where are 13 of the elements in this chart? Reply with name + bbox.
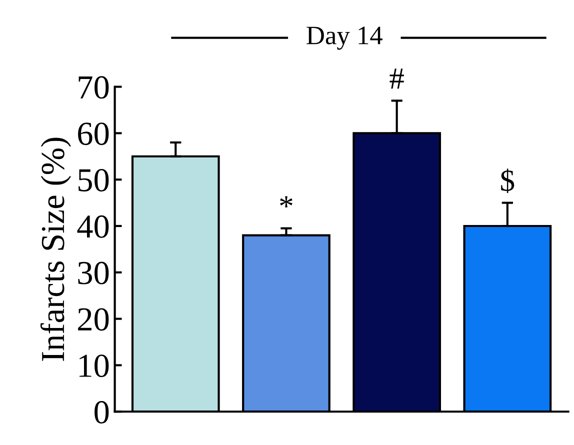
y-tick-label: 20 bbox=[78, 308, 109, 331]
annotation: $ bbox=[501, 168, 514, 194]
y-tick-label: 30 bbox=[78, 262, 109, 284]
y-tick-label: 70 bbox=[78, 76, 109, 99]
y-tick-label: 40 bbox=[77, 215, 109, 238]
y-axis-title: Infarcts Size (%) bbox=[40, 138, 72, 361]
annotation: # bbox=[390, 68, 404, 89]
chart-title: Day 14 bbox=[306, 26, 382, 50]
y-tick-label: 0 bbox=[94, 401, 109, 424]
y-tick-label: 10 bbox=[80, 354, 109, 378]
y-tick-label: 50 bbox=[78, 168, 109, 192]
annotation: * bbox=[280, 196, 292, 208]
y-tick-label: 60 bbox=[78, 122, 109, 146]
